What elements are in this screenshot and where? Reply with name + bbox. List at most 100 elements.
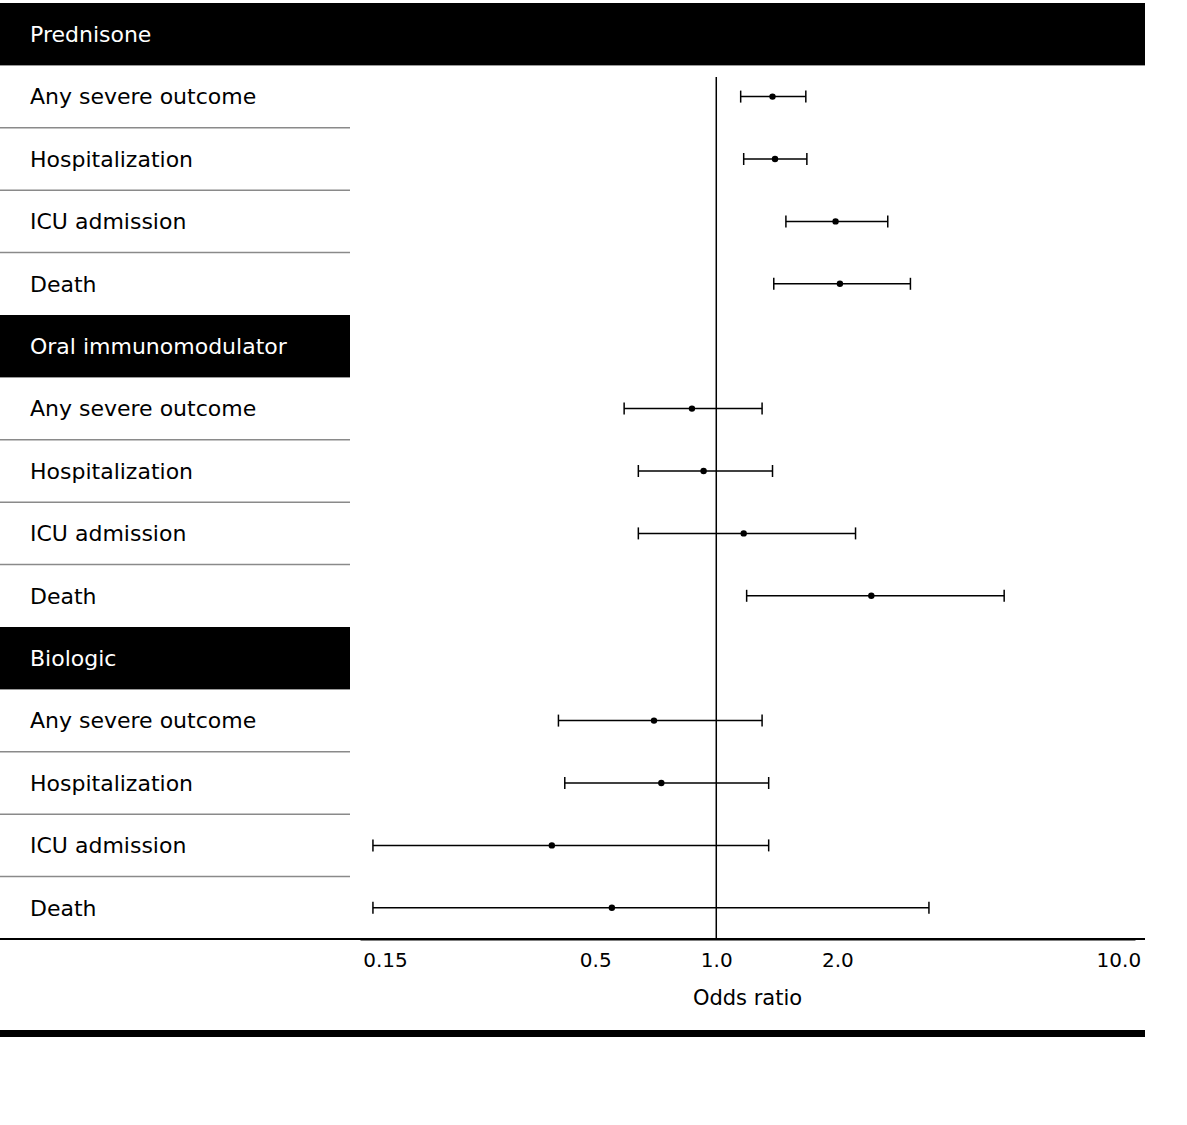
- ci-cap: [761, 403, 763, 415]
- x-axis-line: [361, 939, 1136, 941]
- point-estimate: [700, 468, 706, 474]
- x-tick: 2.0: [822, 939, 854, 972]
- x-tick: 1.0: [701, 939, 733, 972]
- ci-cap: [638, 527, 640, 539]
- point-estimate: [769, 93, 775, 99]
- ci-cap: [638, 465, 640, 477]
- ci-cap: [768, 839, 770, 851]
- row-label: ICU admission: [30, 521, 186, 546]
- estimate: [638, 465, 772, 477]
- group-header: Biologic: [30, 646, 116, 671]
- estimate: [786, 215, 888, 227]
- confidence-interval: [373, 907, 929, 909]
- plot-area: [373, 77, 1004, 939]
- row-separator: [0, 189, 350, 191]
- estimate: [774, 278, 911, 290]
- row-label: Hospitalization: [30, 147, 193, 172]
- point-estimate: [740, 530, 746, 536]
- row-label: Death: [30, 896, 97, 921]
- row-label: Death: [30, 584, 97, 609]
- estimate: [373, 839, 769, 851]
- x-tick-label: 2.0: [822, 948, 854, 972]
- ci-cap: [372, 902, 374, 914]
- ci-cap: [743, 153, 745, 165]
- ci-cap: [623, 403, 625, 415]
- estimate: [747, 590, 1005, 602]
- x-tick-label: 0.5: [580, 948, 612, 972]
- row-separator: [0, 127, 350, 129]
- x-tick: 0.5: [580, 939, 612, 972]
- footer-rule: [0, 1030, 1145, 1037]
- row-separator: [0, 501, 350, 503]
- row-label: Any severe outcome: [30, 708, 256, 733]
- x-tick-label: 0.15: [363, 948, 408, 972]
- ci-cap: [855, 527, 857, 539]
- ci-cap: [768, 777, 770, 789]
- point-estimate: [868, 593, 874, 599]
- group-header-bar: [0, 627, 350, 689]
- estimate: [741, 91, 806, 103]
- ci-cap: [806, 153, 808, 165]
- row-label: Hospitalization: [30, 459, 193, 484]
- point-estimate: [837, 281, 843, 287]
- ci-cap: [740, 91, 742, 103]
- x-tick-label: 10.0: [1097, 948, 1142, 972]
- row-label: Death: [30, 272, 97, 297]
- x-tick: 0.15: [363, 939, 408, 972]
- estimate: [624, 403, 762, 415]
- ci-cap: [785, 215, 787, 227]
- forest-plot: Prednisone Any severe outcome Hospitalizat…: [0, 0, 1187, 1125]
- group-header: Oral immunomodulator: [30, 334, 288, 359]
- confidence-interval: [747, 595, 1005, 597]
- ci-cap: [558, 715, 560, 727]
- row-separator: [0, 876, 350, 878]
- x-tick: 10.0: [1097, 939, 1142, 972]
- point-estimate: [689, 405, 695, 411]
- row-labels: Prednisone Any severe outcome Hospitalizat…: [0, 3, 1145, 921]
- row-separator: [0, 564, 350, 566]
- ci-cap: [746, 590, 748, 602]
- row-label: Any severe outcome: [30, 84, 256, 109]
- row-separator: [0, 439, 350, 441]
- ci-cap: [805, 91, 807, 103]
- estimate: [373, 902, 929, 914]
- point-estimate: [549, 842, 555, 848]
- confidence-interval: [638, 533, 855, 535]
- point-estimate: [651, 717, 657, 723]
- estimate: [744, 153, 807, 165]
- estimate: [565, 777, 769, 789]
- point-estimate: [609, 905, 615, 911]
- group-header-bar: [0, 315, 350, 377]
- confidence-interval: [565, 782, 769, 784]
- row-separator: [0, 751, 350, 753]
- row-separator: [0, 813, 350, 815]
- reference-line: [716, 77, 718, 939]
- group-header: Prednisone: [30, 22, 151, 47]
- confidence-interval: [558, 720, 762, 722]
- ci-cap: [773, 278, 775, 290]
- ci-cap: [928, 902, 930, 914]
- point-estimate: [772, 156, 778, 162]
- point-estimate: [832, 218, 838, 224]
- ci-cap: [761, 715, 763, 727]
- point-estimate: [658, 780, 664, 786]
- ci-cap: [772, 465, 774, 477]
- row-label: ICU admission: [30, 833, 186, 858]
- row-label: Any severe outcome: [30, 396, 256, 421]
- row-label: Hospitalization: [30, 771, 193, 796]
- x-axis-title: Odds ratio: [693, 986, 802, 1010]
- ci-cap: [372, 839, 374, 851]
- x-tick-label: 1.0: [701, 948, 733, 972]
- ci-cap: [564, 777, 566, 789]
- row-label: ICU admission: [30, 209, 186, 234]
- group-header-bar: [0, 3, 1145, 65]
- x-axis: 0.15 0.5 1.0 2.0 10.0: [361, 939, 1142, 972]
- confidence-interval: [373, 845, 769, 847]
- ci-cap: [910, 278, 912, 290]
- estimate: [638, 527, 855, 539]
- bottom-rule: [0, 938, 1145, 940]
- ci-cap: [887, 215, 889, 227]
- estimate: [558, 715, 762, 727]
- row-separator: [0, 252, 350, 254]
- ci-cap: [1003, 590, 1005, 602]
